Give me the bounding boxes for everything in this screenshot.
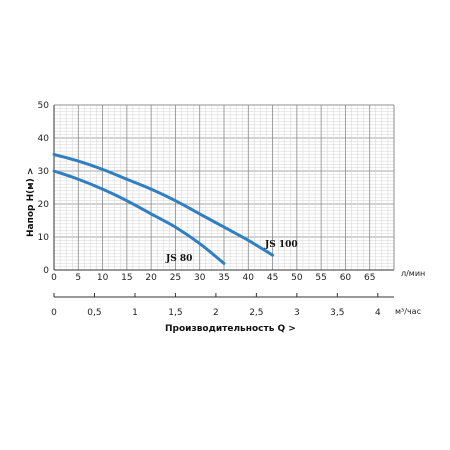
x-tick-label: 55 — [315, 273, 326, 283]
x2-tick-label: 1,5 — [168, 308, 182, 318]
axes — [53, 104, 395, 298]
y-tick-label: 10 — [38, 233, 50, 243]
x-tick-label: 50 — [291, 273, 303, 283]
y-tick-label: 0 — [43, 266, 49, 276]
y-tick-label: 20 — [38, 200, 50, 210]
x-tick-label: 65 — [364, 273, 375, 283]
x2-tick-label: 0 — [51, 308, 57, 318]
x-unit-top: л/мин — [401, 269, 425, 278]
x-tick-label: 10 — [97, 273, 109, 283]
x-tick-label: 0 — [51, 273, 57, 283]
series-label-js100: JS 100 — [264, 240, 298, 250]
series-line-js100 — [52, 153, 275, 257]
x2-tick-label: 4 — [375, 308, 381, 318]
x2-tick-label: 3,5 — [330, 308, 344, 318]
x-tick-label: 40 — [243, 273, 255, 283]
x-axis-bottom-title: Производительность Q > — [165, 324, 296, 334]
x-tick-label: 20 — [145, 273, 157, 283]
x2-tick-label: 2 — [213, 308, 219, 318]
x-tick-label: 35 — [218, 273, 229, 283]
x-tick-label: 30 — [194, 273, 206, 283]
x-tick-label: 5 — [75, 273, 81, 283]
y-tick-label: 50 — [38, 101, 50, 111]
series-line-js80 — [52, 169, 226, 265]
series-label-js80: JS 80 — [165, 254, 192, 264]
grid — [53, 104, 395, 271]
x-tick-label: 60 — [340, 273, 352, 283]
x-tick-label: 45 — [267, 273, 278, 283]
x-unit-bottom: м³/час — [395, 307, 421, 316]
series-lines — [52, 153, 275, 265]
x2-tick-label: 2,5 — [249, 308, 263, 318]
y-tick-label: 30 — [38, 167, 50, 177]
y-tick-label: 40 — [38, 134, 50, 144]
x2-tick-label: 0,5 — [87, 308, 101, 318]
x2-tick-label: 1 — [132, 308, 138, 318]
x-tick-label: 25 — [170, 273, 181, 283]
x2-tick-label: 3 — [294, 308, 300, 318]
y-axis-title: Напор H(м) > — [26, 168, 36, 237]
x-tick-label: 15 — [121, 273, 132, 283]
tick-labels: 0 10 20 30 40 50 0 5 10 15 20 25 30 35 40 45 50 55 60 65 0 0,… — [38, 101, 381, 318]
